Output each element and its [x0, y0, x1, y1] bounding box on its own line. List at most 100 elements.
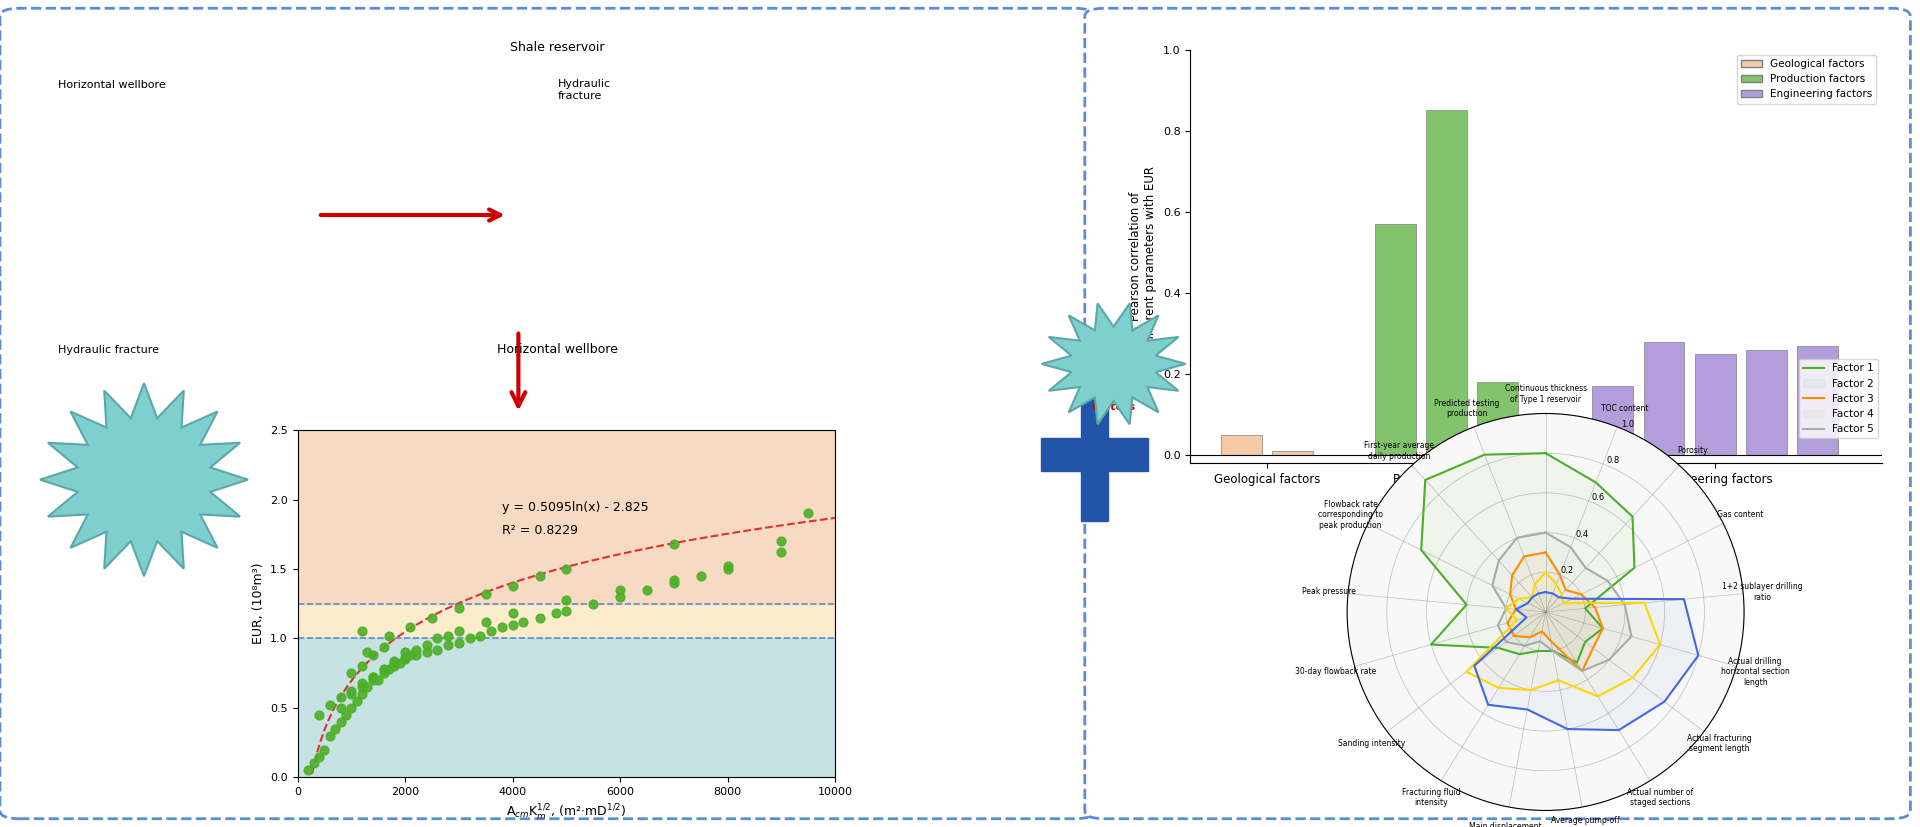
Point — [369, 662, 399, 676]
Bar — [1375, 224, 1415, 455]
Factor 3 — [1494, 604, 1517, 614]
Point — [659, 538, 689, 551]
Factor 3 — [1528, 636, 1551, 646]
Point — [390, 646, 420, 659]
Factor 4 — [1534, 567, 1557, 577]
Point — [348, 660, 378, 673]
Point — [374, 629, 405, 643]
Point — [324, 691, 355, 704]
Factor 1 — [1507, 649, 1530, 659]
Factor 1 — [1620, 512, 1644, 522]
Point — [432, 638, 463, 652]
Point — [396, 648, 426, 662]
Polygon shape — [1507, 552, 1603, 671]
Point — [551, 604, 582, 617]
Point — [422, 643, 453, 656]
Factor 3 — [1559, 543, 1582, 552]
Factor 4 — [1507, 594, 1530, 604]
Factor 3 — [1513, 641, 1536, 651]
Point — [486, 621, 516, 634]
Bar — [1081, 389, 1108, 521]
Point — [659, 576, 689, 590]
Factor 2 — [1553, 585, 1576, 595]
Point — [540, 607, 570, 620]
Point — [551, 593, 582, 606]
Bar — [1476, 382, 1519, 455]
Point — [470, 587, 501, 600]
Bar — [1644, 342, 1684, 455]
Factor 4 — [1519, 685, 1542, 695]
Factor 5 — [1561, 594, 1584, 604]
Factor 1 — [1534, 448, 1557, 458]
Polygon shape — [40, 383, 248, 576]
Point — [401, 648, 432, 662]
Factor 5 — [1515, 613, 1538, 623]
Point — [378, 654, 409, 667]
Factor 3 — [1542, 646, 1565, 656]
Bar — [1273, 451, 1313, 455]
Point — [363, 673, 394, 686]
Factor 2 — [1503, 631, 1526, 641]
Point — [632, 583, 662, 596]
Point — [509, 615, 540, 629]
Point — [324, 715, 355, 729]
Factor 4 — [1620, 673, 1644, 683]
Factor 2 — [1534, 547, 1557, 557]
Line: Factor 5: Factor 5 — [1475, 592, 1699, 730]
Point — [357, 673, 388, 686]
Text: Evaluation and: Evaluation and — [92, 454, 196, 467]
Factor 4 — [1548, 676, 1571, 686]
Bar — [1745, 350, 1788, 455]
Factor 1 — [1486, 643, 1509, 653]
Factor 5 — [1653, 696, 1676, 706]
Polygon shape — [1041, 304, 1185, 424]
Factor 2 — [1571, 666, 1594, 676]
Text: main: main — [1098, 352, 1129, 363]
Text: R² = 0.8229: R² = 0.8229 — [501, 524, 578, 538]
Point — [524, 569, 555, 582]
Point — [348, 687, 378, 700]
Line: Factor 4: Factor 4 — [1467, 572, 1661, 696]
Point — [497, 618, 528, 631]
Point — [455, 632, 486, 645]
Factor 2 — [1530, 627, 1553, 637]
Factor 1 — [1622, 563, 1645, 573]
Point — [348, 676, 378, 690]
Text: controlling: controlling — [1079, 377, 1148, 388]
Point — [766, 546, 797, 559]
Point — [351, 646, 382, 659]
X-axis label: A$_{cm}$K$_m^{1/2}$, (m²·mD$^{1/2}$): A$_{cm}$K$_m^{1/2}$, (m²·mD$^{1/2}$) — [507, 803, 626, 823]
Line: Factor 3: Factor 3 — [1492, 533, 1632, 671]
Point — [524, 611, 555, 624]
Polygon shape — [1421, 453, 1634, 662]
Point — [605, 583, 636, 596]
Factor 1 — [1419, 639, 1442, 649]
Factor 5 — [1607, 725, 1630, 735]
Factor 3 — [1488, 556, 1511, 566]
Point — [422, 632, 453, 645]
Factor 2 — [1592, 624, 1615, 633]
Factor 4 — [1549, 590, 1572, 600]
Point — [324, 701, 355, 715]
Point — [336, 701, 367, 715]
Bar — [1592, 386, 1634, 455]
Factor 2 — [1540, 636, 1563, 646]
Factor 3 — [1620, 632, 1644, 642]
Factor 5 — [1548, 592, 1571, 602]
Factor 1 — [1534, 448, 1557, 458]
Factor 3 — [1596, 576, 1619, 586]
Factor 5 — [1688, 651, 1711, 661]
Factor 1 — [1455, 600, 1478, 609]
Factor 2 — [1498, 590, 1521, 600]
Factor 4 — [1649, 639, 1672, 649]
Point — [497, 607, 528, 620]
Factor 5 — [1526, 589, 1549, 599]
Point — [378, 660, 409, 673]
Point — [369, 640, 399, 653]
Bar — [1427, 111, 1467, 455]
Factor 4 — [1586, 691, 1609, 701]
Point — [357, 648, 388, 662]
Factor 2 — [1505, 605, 1528, 614]
Factor 3 — [1480, 581, 1503, 590]
Factor 4 — [1534, 567, 1557, 577]
